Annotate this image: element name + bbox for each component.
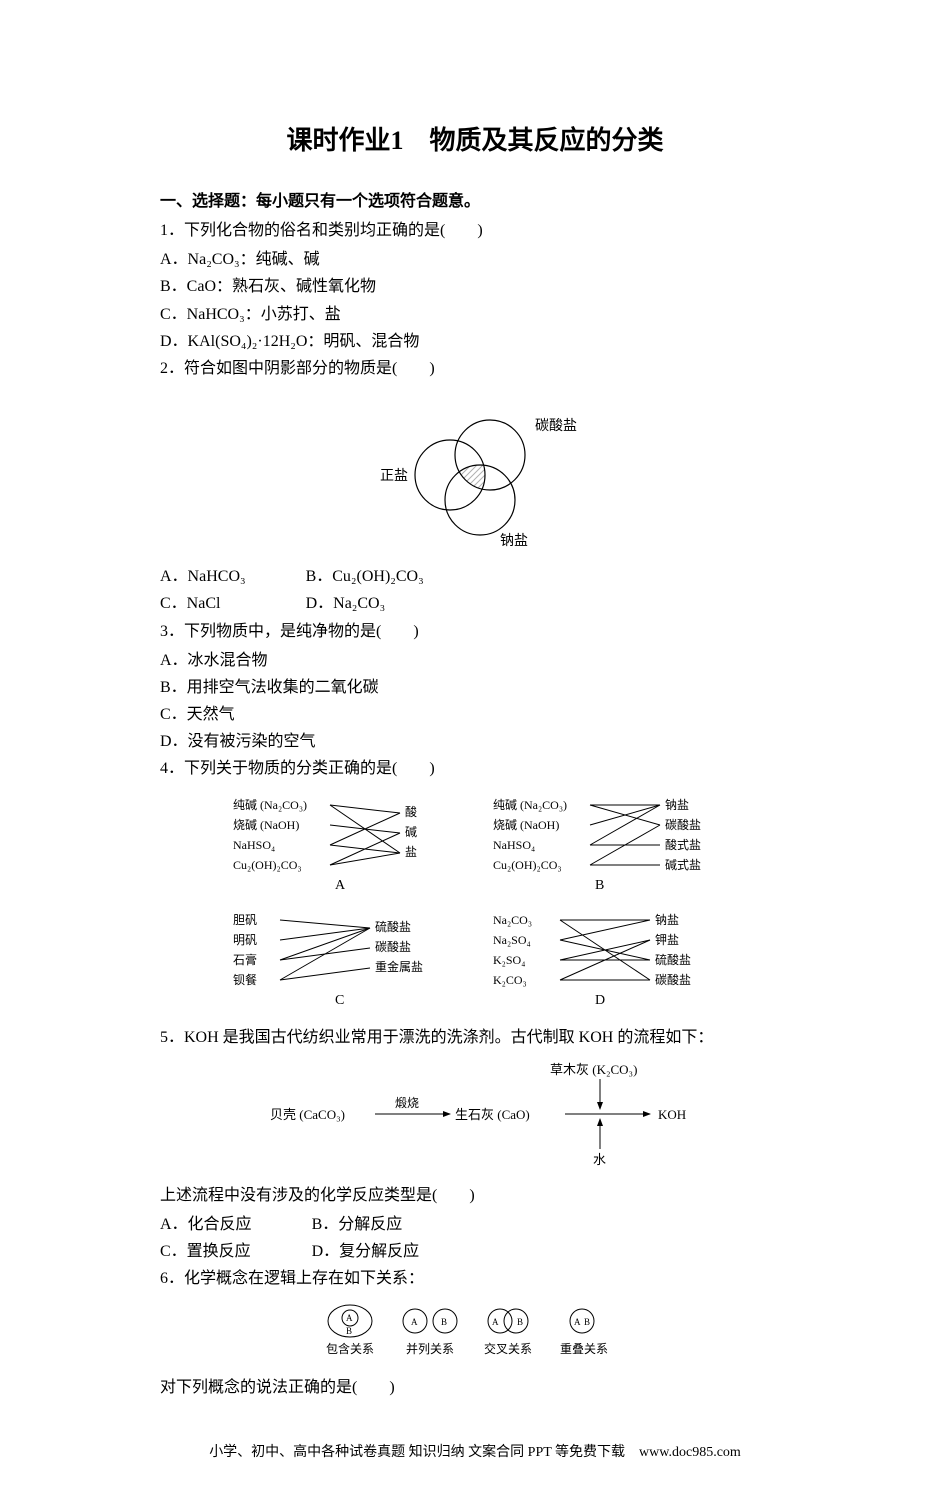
svg-text:贝壳 (CaCO₃): 贝壳 (CaCO₃) <box>270 1107 345 1122</box>
svg-text:生石灰 (CaO): 生石灰 (CaO) <box>455 1107 530 1122</box>
q4-stem: 4．下列关于物质的分类正确的是( ) <box>160 755 790 782</box>
svg-text:酸式盐: 酸式盐 <box>665 837 701 852</box>
svg-text:KOH: KOH <box>658 1107 686 1122</box>
svg-text:K₂CO₃: K₂CO₃ <box>493 973 527 987</box>
q2-opt-b: B．Cu₂(OH)₂CO₃ <box>306 563 424 590</box>
svg-text:B: B <box>517 1317 523 1327</box>
q2-venn-diagram: 碳酸盐 正盐 钠盐 <box>160 390 790 555</box>
q4-panels: 纯碱 (Na₂CO₃) 烧碱 (NaOH) NaHSO₄ Cu₂(OH)₂CO₃… <box>160 791 790 1016</box>
svg-text:包含关系: 包含关系 <box>326 1341 374 1356</box>
svg-text:纯碱 (Na₂CO₃): 纯碱 (Na₂CO₃) <box>233 798 307 812</box>
svg-text:Na₂CO₃: Na₂CO₃ <box>493 913 532 927</box>
svg-text:NaHSO₄: NaHSO₄ <box>233 838 275 852</box>
venn-label-top: 碳酸盐 <box>535 418 577 434</box>
svg-text:A: A <box>492 1317 499 1327</box>
svg-text:交叉关系: 交叉关系 <box>484 1341 532 1356</box>
q5-opt-a: A．化合反应 <box>160 1211 252 1238</box>
q2-stem: 2．符合如图中阴影部分的物质是( ) <box>160 355 790 382</box>
svg-text:碱: 碱 <box>405 825 417 839</box>
q1-opt-a: A．Na₂CO₃：纯碱、碱 <box>160 246 790 273</box>
svg-text:胆矾: 胆矾 <box>233 913 257 927</box>
svg-text:钠盐: 钠盐 <box>655 912 679 927</box>
q3-opt-a: A．冰水混合物 <box>160 647 790 674</box>
q1-opt-d: D．KAl(SO₄)₂·12H₂O：明矾、混合物 <box>160 328 790 355</box>
venn-label-bottom: 钠盐 <box>500 533 528 549</box>
svg-text:硫酸盐: 硫酸盐 <box>655 952 691 967</box>
q3-opt-b: B．用排空气法收集的二氧化碳 <box>160 674 790 701</box>
svg-text:D: D <box>595 993 605 1008</box>
svg-text:A: A <box>411 1317 418 1327</box>
q5-opt-c: C．置换反应 <box>160 1238 252 1265</box>
svg-text:水: 水 <box>593 1152 606 1167</box>
q2-opt-d: D．Na₂CO₃ <box>306 590 424 617</box>
q1-opt-c: C．NaHCO₃：小苏打、盐 <box>160 301 790 328</box>
svg-text:钾盐: 钾盐 <box>655 933 679 947</box>
q1-stem: 1．下列化合物的俗名和类别均正确的是( ) <box>160 217 790 244</box>
q2-opt-c: C．NaCl <box>160 590 246 617</box>
svg-text:B: B <box>584 1317 590 1327</box>
q1-opt-b: B．CaO：熟石灰、碱性氧化物 <box>160 273 790 300</box>
q5-flow-diagram: 草木灰 (K₂CO₃) 贝壳 (CaCO₃) 煅烧 生石灰 (CaO) 水 KO… <box>160 1059 790 1174</box>
q5-opt-b: B．分解反应 <box>312 1211 420 1238</box>
q6-logic-diagram: A B 包含关系 A B 并列关系 A B 交叉关系 A B 重叠关系 <box>160 1301 790 1366</box>
svg-text:烧碱 (NaOH): 烧碱 (NaOH) <box>493 818 559 832</box>
svg-text:B: B <box>441 1317 447 1327</box>
page-title: 课时作业1 物质及其反应的分类 <box>160 120 790 157</box>
svg-text:碱式盐: 碱式盐 <box>665 858 701 872</box>
svg-text:B: B <box>346 1326 352 1336</box>
svg-text:盐: 盐 <box>405 845 417 859</box>
svg-text:NaHSO₄: NaHSO₄ <box>493 838 535 852</box>
svg-text:碳酸盐: 碳酸盐 <box>655 972 691 987</box>
svg-text:A: A <box>346 1313 353 1323</box>
svg-text:钡餐: 钡餐 <box>233 972 257 987</box>
q6-tail: 对下列概念的说法正确的是( ) <box>160 1374 790 1401</box>
svg-text:石膏: 石膏 <box>233 952 257 967</box>
svg-text:Cu₂(OH)₂CO₃: Cu₂(OH)₂CO₃ <box>233 858 302 872</box>
page-footer: 小学、初中、高中各种试卷真题 知识归纳 文案合同 PPT 等免费下载 www.d… <box>160 1441 790 1461</box>
svg-text:碳酸盐: 碳酸盐 <box>665 817 701 832</box>
svg-text:碳酸盐: 碳酸盐 <box>375 939 411 954</box>
q5-opt-d: D．复分解反应 <box>312 1238 420 1265</box>
svg-text:纯碱 (Na₂CO₃): 纯碱 (Na₂CO₃) <box>493 798 567 812</box>
q6-stem: 6．化学概念在逻辑上存在如下关系： <box>160 1265 790 1292</box>
svg-text:B: B <box>595 878 604 893</box>
svg-text:重金属盐: 重金属盐 <box>375 959 423 974</box>
q5-tail: 上述流程中没有涉及的化学反应类型是( ) <box>160 1182 790 1209</box>
svg-text:K₂SO₄: K₂SO₄ <box>493 953 525 967</box>
svg-text:Cu₂(OH)₂CO₃: Cu₂(OH)₂CO₃ <box>493 858 562 872</box>
svg-text:硫酸盐: 硫酸盐 <box>375 919 411 934</box>
svg-text:Na₂SO₄: Na₂SO₄ <box>493 933 531 947</box>
svg-text:A: A <box>335 878 346 893</box>
q3-opt-d: D．没有被污染的空气 <box>160 728 790 755</box>
svg-text:煅烧: 煅烧 <box>395 1095 419 1110</box>
q2-opt-a: A．NaHCO₃ <box>160 563 246 590</box>
svg-text:明矾: 明矾 <box>233 933 257 947</box>
svg-text:烧碱 (NaOH): 烧碱 (NaOH) <box>233 818 299 832</box>
svg-text:A: A <box>574 1317 581 1327</box>
q5-stem: 5．KOH 是我国古代纺织业常用于漂洗的洗涤剂。古代制取 KOH 的流程如下： <box>160 1024 790 1051</box>
q3-opt-c: C．天然气 <box>160 701 790 728</box>
svg-text:钠盐: 钠盐 <box>665 797 689 812</box>
venn-label-left: 正盐 <box>380 468 408 484</box>
q3-stem: 3．下列物质中，是纯净物的是( ) <box>160 618 790 645</box>
svg-text:酸: 酸 <box>405 804 417 819</box>
svg-text:C: C <box>335 993 344 1008</box>
section-header: 一、选择题：每小题只有一个选项符合题意。 <box>160 187 790 211</box>
svg-text:草木灰 (K₂CO₃): 草木灰 (K₂CO₃) <box>550 1062 637 1077</box>
